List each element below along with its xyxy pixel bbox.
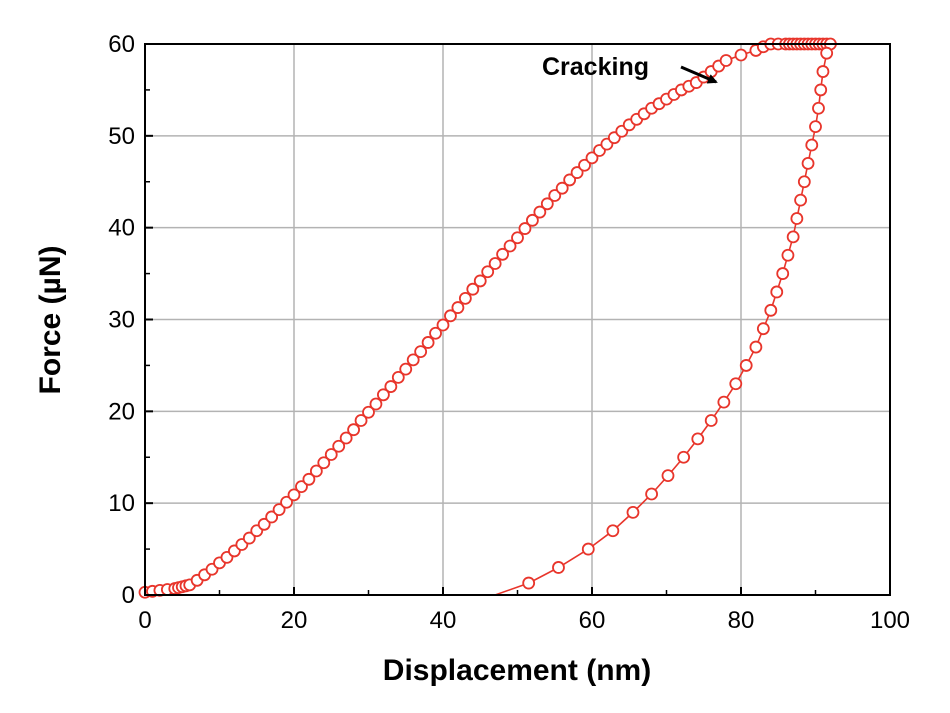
data-point-loading [406,353,420,367]
data-point-unloading [717,395,731,409]
x-tick-label: 40 [430,607,457,634]
data-point-unloading [661,469,675,483]
data-point-loading [481,265,495,279]
data-point-unloading [704,414,718,427]
y-tick-label: 50 [108,123,135,150]
y-axis-title: Force (µN) [34,246,67,395]
data-point-loading [332,439,346,453]
series-line-unloading [405,43,832,596]
data-point-unloading [626,505,640,519]
data-point-loading [295,480,308,494]
data-point-loading [354,414,368,427]
data-point-loading [347,423,361,437]
data-point-loading [280,495,293,509]
data-point-loading [369,397,383,411]
data-point-unloading [812,101,825,115]
data-point-unloading [729,377,743,391]
data-point-unloading [606,524,620,538]
data-point-loading [391,370,405,384]
data-point-loading [570,166,584,179]
data-point-unloading [749,340,763,354]
data-point-loading [309,464,323,478]
data-point-loading [287,488,301,502]
x-tick-label: 20 [281,607,308,634]
data-point-loading [324,448,338,461]
data-point-loading [578,158,591,172]
data-point-loading [376,388,390,402]
data-point-loading [444,309,457,323]
data-point-loading [466,282,480,296]
data-point-loading [272,503,286,516]
data-point-loading [473,274,487,288]
data-point-unloading [820,46,834,60]
data-point-unloading [552,561,565,574]
data-point-unloading [790,212,804,225]
data-point-unloading [691,432,705,446]
y-tick-label: 10 [108,490,135,517]
data-point-unloading [805,138,819,152]
data-point-loading [242,531,256,545]
data-point-loading [548,189,562,202]
data-point-unloading [581,542,595,556]
data-point-unloading [764,303,778,317]
data-point-unloading [814,83,828,97]
data-point-unloading [776,267,790,280]
y-tick-label: 60 [108,31,135,58]
data-point-loading [533,205,547,219]
x-tick-label: 100 [870,607,910,634]
data-point-unloading [770,285,784,299]
x-axis-title: Displacement (nm) [383,654,651,687]
data-point-loading [451,301,465,314]
data-point-loading [585,151,599,165]
data-point-unloading [522,576,536,590]
data-point-unloading [794,193,807,207]
data-point-loading [421,336,435,349]
data-point-loading [719,54,733,67]
x-tick-label: 0 [138,607,151,634]
data-point-loading [503,239,517,253]
data-point-loading [511,231,524,245]
data-point-loading [317,456,331,470]
y-tick-label: 40 [108,215,135,242]
data-point-unloading [809,120,822,134]
tick-labels: 0 20 40 60 80 100 0 10 20 30 40 50 60 [108,31,910,634]
data-point-loading [518,222,532,235]
data-point-loading [488,257,502,270]
data-point-loading [257,517,271,531]
data-point-loading [496,247,510,261]
data-point-loading [265,510,279,524]
data-point-loading [458,291,472,305]
data-point-unloading [677,450,691,464]
data-point-unloading [781,248,795,262]
data-point-unloading [739,359,753,372]
x-tick-label: 80 [728,607,755,634]
x-tick-label: 60 [579,607,606,634]
data-point-unloading [797,175,811,189]
data-point-loading [339,431,353,445]
data-point-loading [302,472,316,486]
y-tick-label: 0 [122,582,135,609]
data-point-loading [563,173,577,187]
data-point-loading [540,197,554,211]
y-tick-label: 30 [108,307,135,334]
cracking-annotation-arrow [680,65,718,84]
data-point-loading [526,213,539,227]
data-point-loading [399,362,413,376]
data-point-loading [429,326,442,340]
y-tick-label: 20 [108,398,135,425]
data-point-unloading [756,322,770,336]
data-point-loading [384,380,398,393]
data-point-unloading [816,65,830,78]
data-point-unloading [645,487,658,501]
cracking-annotation-label: Cracking [542,53,649,81]
data-point-unloading [801,156,815,170]
data-point-loading [414,345,428,359]
data-point-loading [555,181,569,195]
data-point-loading [734,48,748,62]
data-point-loading [436,318,450,332]
axis-ticks [144,43,891,596]
data-point-unloading [786,230,800,244]
data-point-loading [362,405,375,419]
